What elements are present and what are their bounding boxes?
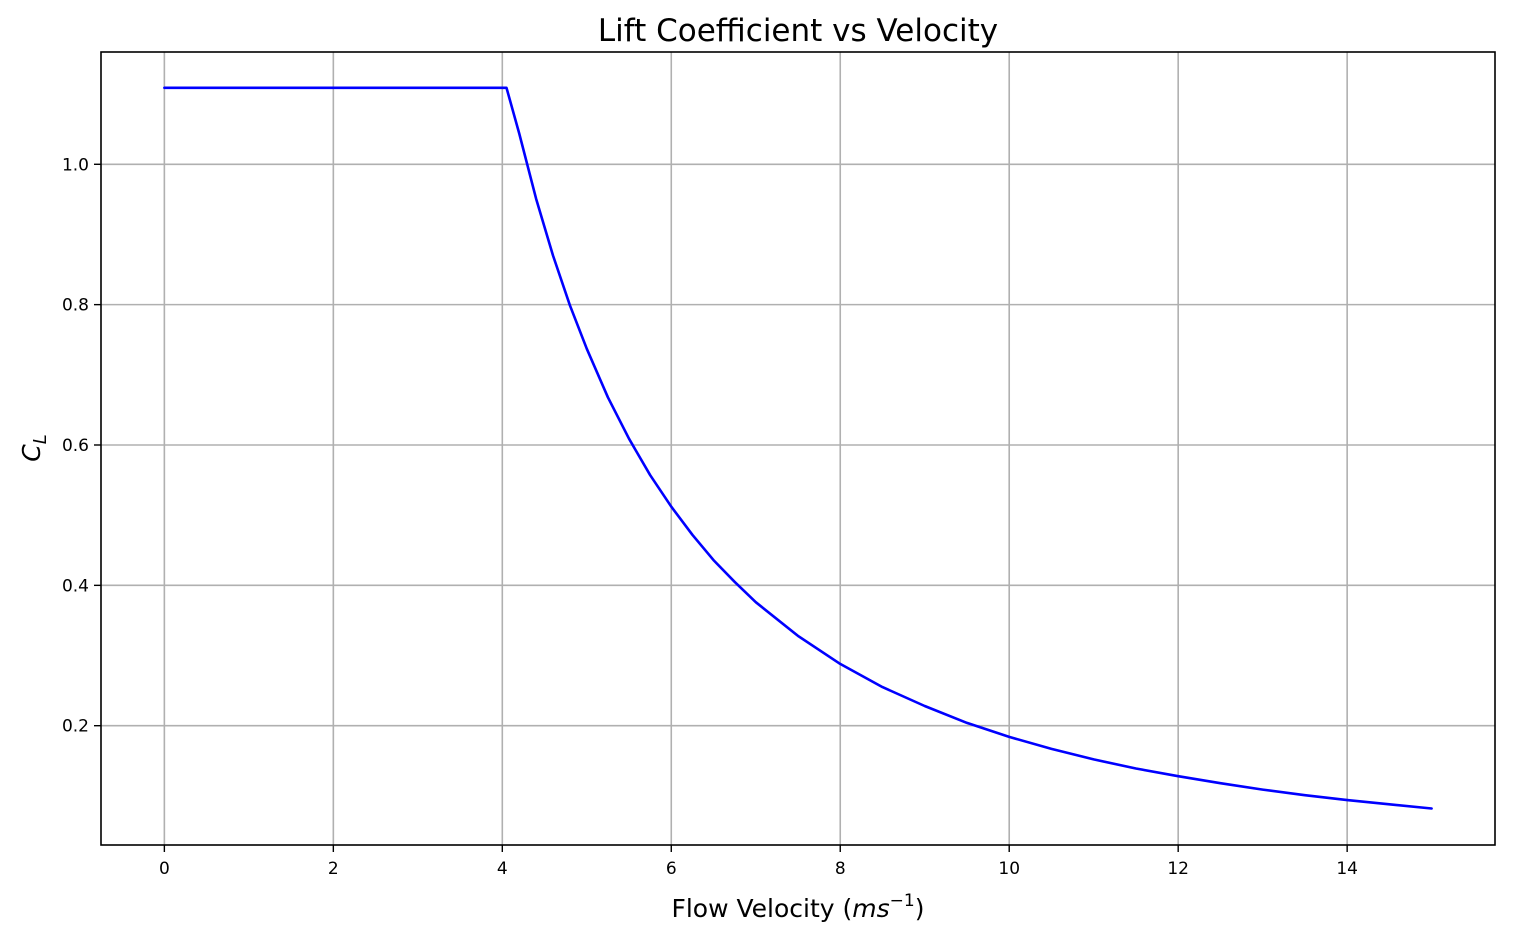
grid (101, 52, 1495, 845)
x-tick-label: 4 (497, 859, 508, 879)
x-tick-label: 12 (1167, 859, 1189, 879)
x-tick-label: 6 (666, 859, 677, 879)
x-tick-label: 0 (159, 859, 170, 879)
chart-title: Lift Coefficient vs Velocity (598, 13, 998, 49)
x-axis-label-unit-exp: −1 (890, 891, 915, 911)
x-tick-label: 2 (328, 859, 339, 879)
series-line (163, 86, 1433, 810)
y-axis-label: CL (17, 434, 51, 462)
x-tick-label: 8 (835, 859, 846, 879)
y-tick-label: 0.8 (62, 296, 89, 316)
y-tick-label: 0.6 (62, 436, 89, 456)
x-axis-label: Flow Velocity (ms−1) (671, 891, 924, 923)
x-axis-label-text: Flow Velocity (671, 894, 834, 923)
y-tick-label: 0.2 (62, 717, 89, 737)
y-tick-label: 1.0 (62, 155, 89, 175)
x-tick-label: 14 (1336, 859, 1358, 879)
y-axis-ticks: 0.2 0.4 0.6 0.8 1.0 (62, 155, 101, 737)
plot-frame (100, 51, 1496, 846)
x-axis-label-unit-base: ms (852, 894, 889, 923)
x-tick-label: 10 (998, 859, 1020, 879)
x-axis-label-unit-close: ) (915, 894, 925, 923)
y-tick-label: 0.4 (62, 576, 89, 596)
x-axis-label-unit-open: ( (835, 894, 853, 923)
plot-area (163, 86, 1433, 810)
y-axis-label-sub: L (30, 434, 51, 444)
x-axis-ticks: 0 2 4 6 8 10 12 14 (159, 845, 1358, 879)
y-axis-label-main: C (17, 444, 46, 462)
